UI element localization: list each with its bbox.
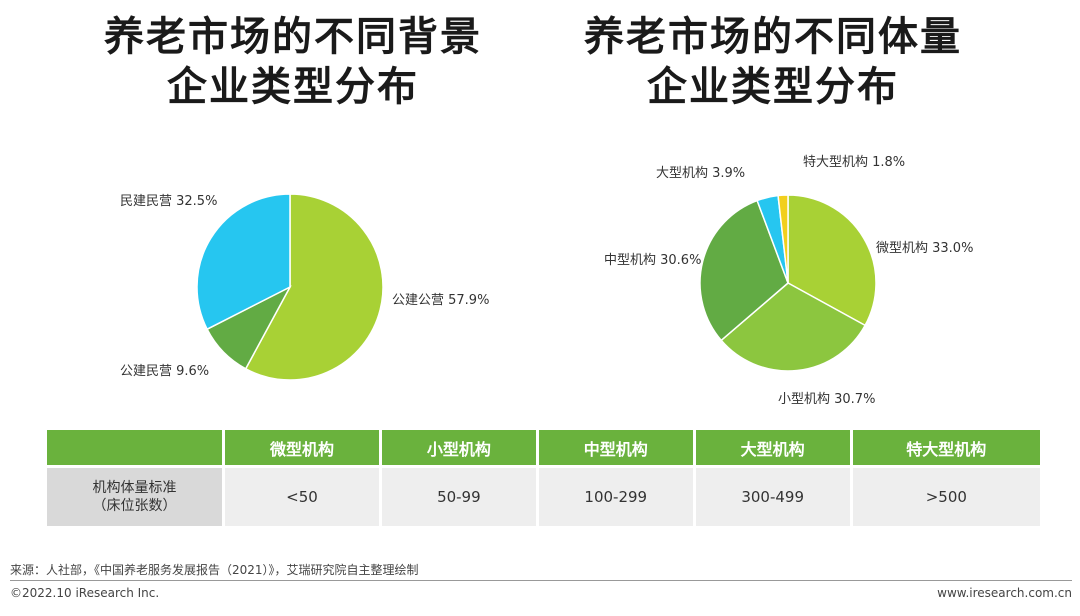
table-header-large: 大型机构	[695, 430, 853, 465]
table-cell-micro: <50	[225, 465, 382, 526]
pie-slice-label: 特大型机构 1.8%	[803, 155, 905, 170]
table-header-small: 小型机构	[381, 430, 539, 465]
pie-slice	[777, 194, 789, 284]
table-row: 机构体量标准 （床位张数） <50 50-99 100-299 300-499 …	[47, 465, 1040, 526]
pie-slice-label: 微型机构 33.0%	[876, 241, 973, 256]
chart-title-right-line1: 养老市场的不同体量	[584, 14, 962, 60]
pie-slice-label: 大型机构 3.9%	[656, 166, 745, 181]
table-header-medium: 中型机构	[538, 430, 696, 465]
table-cell-medium: 100-299	[538, 465, 696, 526]
table-header-micro: 微型机构	[225, 430, 382, 465]
pie-slice-label: 公建公营 57.9%	[392, 293, 489, 308]
chart-title-right: 养老市场的不同体量 企业类型分布	[543, 12, 1003, 112]
pie-slice-label: 小型机构 30.7%	[778, 392, 875, 407]
pie-slice	[196, 193, 291, 331]
pie-slice-label: 中型机构 30.6%	[604, 253, 701, 268]
table-row-label-line2: （床位张数）	[92, 498, 177, 514]
footer-divider	[10, 580, 1072, 581]
pie-chart-size: 微型机构 33.0% 小型机构 30.7% 中型机构 30.6% 大型机构 3.9% 特…	[604, 155, 973, 407]
size-standard-table: 微型机构 小型机构 中型机构 大型机构 特大型机构 机构体量标准 （床位张数） …	[47, 430, 1040, 526]
table-cell-xlarge: >500	[852, 465, 1040, 526]
pie-slice-label: 公建民营 9.6%	[120, 364, 209, 379]
pie-slice	[244, 193, 384, 381]
website-link[interactable]: www.iresearch.com.cn	[937, 586, 1072, 600]
copyright-text: ©2022.10 iResearch Inc.	[10, 586, 160, 600]
chart-title-left-line2: 企业类型分布	[167, 64, 419, 110]
pie-slice	[787, 194, 877, 327]
pie-slice	[699, 199, 789, 342]
table-cell-small: 50-99	[381, 465, 539, 526]
chart-title-left: 养老市场的不同背景 企业类型分布	[63, 12, 523, 112]
table-header-row: 微型机构 小型机构 中型机构 大型机构 特大型机构	[47, 430, 1040, 465]
chart-title-left-line1: 养老市场的不同背景	[104, 14, 482, 60]
table-header-xlarge: 特大型机构	[852, 430, 1040, 465]
table-cell-large: 300-499	[695, 465, 853, 526]
table-row-label-line1: 机构体量标准	[92, 480, 177, 496]
source-note: 来源：人社部，《中国养老服务发展报告（2021）》，艾瑞研究院自主整理绘制	[10, 563, 419, 577]
chart-title-right-line2: 企业类型分布	[647, 64, 899, 110]
pie-chart-background: 公建公营 57.9% 公建民营 9.6% 民建民营 32.5%	[120, 193, 489, 381]
pie-slice	[720, 282, 867, 372]
table-corner-cell	[47, 430, 225, 465]
pie-slice-label: 民建民营 32.5%	[120, 194, 217, 209]
table-row-label: 机构体量标准 （床位张数）	[47, 465, 225, 526]
